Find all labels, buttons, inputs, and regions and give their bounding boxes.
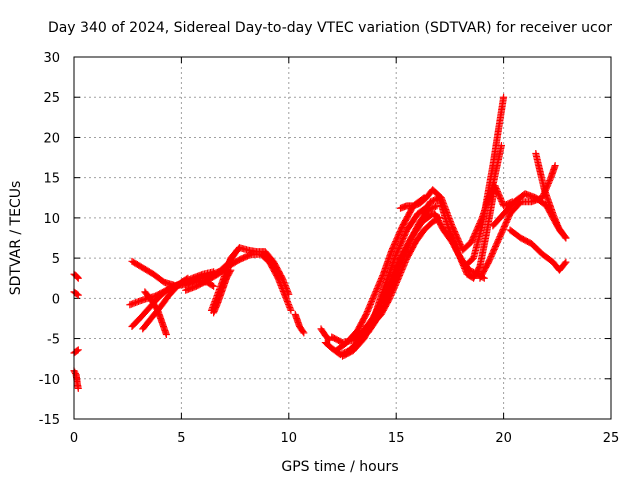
series-arc19 xyxy=(360,214,443,333)
data-points xyxy=(70,93,570,392)
series-arc8 xyxy=(139,274,192,333)
data-point xyxy=(561,233,569,241)
data-point xyxy=(210,282,218,290)
x-tick-label: 25 xyxy=(603,431,620,446)
data-point xyxy=(226,268,234,276)
data-point xyxy=(183,275,191,283)
data-point xyxy=(562,258,570,266)
series-arc18 xyxy=(339,203,430,360)
series-arc26 xyxy=(532,150,570,242)
data-point xyxy=(227,266,235,274)
data-point xyxy=(208,281,216,289)
y-tick-label: 30 xyxy=(43,51,60,66)
data-point xyxy=(74,291,82,299)
y-tick-label: 0 xyxy=(52,292,60,307)
data-point xyxy=(432,202,440,210)
plot-frame xyxy=(73,56,612,420)
data-point xyxy=(184,274,192,282)
chart-title: Day 340 of 2024, Sidereal Day-to-day VTE… xyxy=(48,20,612,36)
axis-ticks: 0 5 10 15 20 25 -15 -10 -5 0 5 10 15 20 25 30 xyxy=(39,51,620,446)
data-point xyxy=(500,93,508,101)
series-arc3 xyxy=(70,346,82,357)
data-point xyxy=(561,259,569,267)
x-tick-label: 0 xyxy=(70,431,78,446)
data-point xyxy=(162,331,170,339)
series-arc9 xyxy=(141,288,170,339)
data-point xyxy=(73,347,81,355)
x-tick-label: 10 xyxy=(281,431,298,446)
data-point xyxy=(562,234,570,242)
x-axis-label: GPS time / hours xyxy=(281,459,398,475)
y-tick-label: 10 xyxy=(43,212,60,227)
series-arc12 xyxy=(210,266,235,317)
y-tick-label: -10 xyxy=(39,373,60,388)
data-point xyxy=(433,202,441,210)
x-tick-label: 5 xyxy=(177,431,185,446)
x-tick-label: 15 xyxy=(388,431,405,446)
series-arc13 xyxy=(291,310,308,337)
data-point xyxy=(74,384,82,392)
series-arc4 xyxy=(70,367,82,392)
data-point xyxy=(73,273,81,281)
data-point xyxy=(74,346,82,354)
series-arc2 xyxy=(70,288,82,299)
data-point xyxy=(74,274,82,282)
series-arc14 xyxy=(317,325,334,344)
data-point xyxy=(73,290,81,298)
data-point xyxy=(287,306,295,314)
y-axis-label: SDTVAR / TECUs xyxy=(8,181,24,296)
data-point xyxy=(551,162,559,170)
x-tick-label: 20 xyxy=(495,431,512,446)
y-tick-label: 15 xyxy=(43,172,60,187)
grid xyxy=(74,57,611,419)
y-tick-label: 25 xyxy=(43,91,60,106)
y-tick-label: -15 xyxy=(39,413,60,428)
y-tick-label: 5 xyxy=(52,252,60,267)
series-arc27 xyxy=(506,226,570,274)
series-arc10 xyxy=(182,250,295,314)
data-point xyxy=(74,273,82,281)
y-tick-label: -5 xyxy=(47,333,60,348)
data-point xyxy=(285,290,293,298)
y-tick-label: 20 xyxy=(43,131,60,146)
data-point xyxy=(299,328,307,336)
series-arc1 xyxy=(70,270,82,282)
data-point xyxy=(300,329,308,337)
